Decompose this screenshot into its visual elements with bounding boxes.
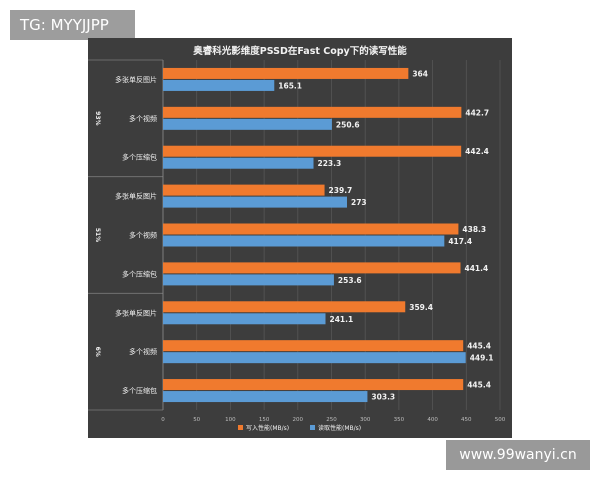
legend-label: 写入性能(MB/s) — [246, 424, 289, 432]
read-bar — [163, 235, 445, 247]
data-label: 239.7 — [329, 186, 353, 195]
x-tick-label: 0 — [161, 417, 165, 423]
write-bar — [163, 379, 464, 391]
write-bar — [163, 223, 459, 235]
category-label: 多个压缩包 — [122, 153, 157, 162]
x-tick-label: 450 — [461, 417, 472, 423]
category-label: 多个压缩包 — [122, 386, 157, 395]
x-tick-label: 50 — [193, 417, 200, 423]
x-tick-label: 400 — [427, 417, 438, 423]
write-bar — [163, 262, 461, 274]
x-tick-label: 300 — [360, 417, 371, 423]
category-label: 多个视频 — [129, 114, 157, 123]
category-label: 多个压缩包 — [122, 269, 157, 278]
read-bar — [163, 352, 466, 364]
write-bar — [163, 145, 462, 157]
watermark-badge: TG: MYYJJPP — [10, 10, 135, 40]
legend-swatch — [238, 425, 243, 430]
write-bar — [163, 340, 464, 352]
data-label: 449.1 — [470, 354, 494, 363]
category-label: 多个视频 — [129, 347, 157, 356]
read-bar — [163, 196, 348, 208]
x-tick-label: 100 — [225, 417, 236, 423]
category-label: 多个视频 — [129, 231, 157, 240]
x-tick-label: 150 — [259, 417, 270, 423]
group-label: 6% — [94, 347, 101, 357]
data-label: 223.3 — [318, 159, 342, 168]
read-bar — [163, 79, 275, 91]
read-bar — [163, 313, 326, 325]
data-label: 445.4 — [467, 342, 491, 351]
data-label: 241.1 — [330, 315, 354, 324]
data-label: 441.4 — [465, 264, 489, 273]
category-label: 多张单反图片 — [115, 192, 157, 201]
write-bar — [163, 184, 325, 196]
legend-label: 读取性能(MB/s) — [318, 424, 361, 432]
data-label: 364 — [412, 69, 428, 78]
data-label: 303.3 — [371, 393, 395, 402]
x-tick-label: 350 — [394, 417, 405, 423]
site-watermark: www.99wanyi.cn — [446, 440, 590, 470]
read-bar — [163, 391, 368, 403]
chart-title: 奥睿科光影维度PSSD在Fast Copy下的读写性能 — [192, 45, 407, 57]
data-label: 253.6 — [338, 276, 362, 285]
category-label: 多张单反图片 — [115, 75, 157, 84]
data-label: 442.4 — [465, 147, 489, 156]
data-label: 417.4 — [448, 237, 472, 246]
x-tick-label: 500 — [495, 417, 506, 423]
data-label: 165.1 — [278, 81, 302, 90]
x-tick-label: 250 — [326, 417, 337, 423]
read-bar — [163, 157, 314, 169]
chart-panel: 奥睿科光影维度PSSD在Fast Copy下的读写性能 0 50 100 150 200… — [88, 38, 512, 438]
legend-swatch — [310, 425, 315, 430]
read-bar — [163, 118, 332, 130]
x-tick-label: 200 — [293, 417, 304, 423]
write-bar — [163, 67, 409, 79]
data-label: 250.6 — [336, 120, 360, 129]
category-label: 多张单反图片 — [115, 308, 157, 317]
group-label: 93% — [94, 111, 101, 125]
data-label: 273 — [351, 198, 367, 207]
data-label: 445.4 — [467, 381, 491, 390]
data-label: 438.3 — [462, 225, 486, 234]
write-bar — [163, 301, 406, 313]
bar-chart: 奥睿科光影维度PSSD在Fast Copy下的读写性能 0 50 100 150 200… — [88, 38, 512, 438]
write-bar — [163, 106, 462, 118]
group-label: 51% — [94, 228, 101, 242]
data-label: 359.4 — [409, 303, 433, 312]
data-label: 442.7 — [465, 108, 489, 117]
read-bar — [163, 274, 334, 286]
